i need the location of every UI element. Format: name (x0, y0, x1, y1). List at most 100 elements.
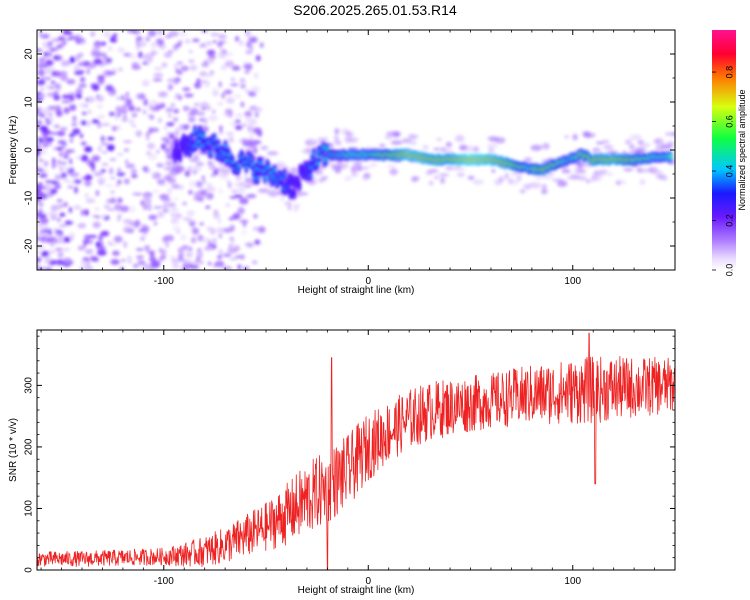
spectrogram-noise-blob (253, 214, 258, 219)
spectrogram-noise-blob (182, 87, 191, 92)
spectrogram-noise-blob (237, 264, 242, 270)
spectrogram-noise-blob (135, 36, 143, 42)
ridge-core-mark (227, 153, 231, 157)
spectrogram-noise-blob (170, 103, 176, 108)
spectrogram-noise-blob (58, 150, 63, 158)
spectrogram-noise-blob (216, 227, 225, 234)
spectrogram-noise-blob (65, 149, 75, 153)
spectrogram-noise-blob (245, 89, 249, 93)
spectrogram-noise-blob (229, 196, 237, 199)
ridge-core-mark (310, 166, 313, 170)
spectrogram-noise-blob (87, 95, 96, 103)
y-tick-label: -10 (24, 190, 35, 205)
spectrogram-noise-blob (142, 109, 147, 115)
spectrogram-noise-blob (126, 30, 137, 34)
spectrogram-noise-blob (77, 62, 85, 66)
spectrogram-noise-blob (123, 140, 132, 143)
spectrogram-halo-blob (208, 166, 216, 170)
y-tick-label: 100 (24, 500, 35, 517)
spectrogram-noise-blob (117, 197, 123, 204)
spectrogram-halo-blob (245, 146, 255, 153)
ridge-core-mark (188, 150, 192, 154)
spectrogram-noise-blob (91, 119, 100, 124)
x-tick-label: 100 (564, 276, 581, 287)
spectrogram-halo-blob (293, 205, 299, 212)
spectrogram-noise-blob (200, 101, 209, 110)
spectrogram-noise-blob (199, 222, 204, 226)
spectrogram-noise-blob (108, 167, 114, 175)
spectrogram-noise-blob (40, 107, 51, 115)
spectrogram-noise-blob (201, 179, 205, 185)
spectrogram-noise-blob (112, 250, 120, 256)
ridge-core-mark (175, 144, 178, 148)
spectrogram-noise-blob (217, 255, 223, 259)
spectrogram-halo-blob (389, 168, 398, 176)
spectrogram-noise-blob (237, 207, 245, 215)
spectrogram-noise-blob (43, 184, 53, 192)
spectrogram-noise-blob (153, 221, 158, 226)
spectrogram-noise-blob (161, 198, 172, 202)
x-tick-label: -100 (154, 276, 174, 287)
spectrogram-noise-blob (222, 266, 232, 270)
spectrogram-halo-blob (335, 140, 342, 146)
spectrogram-noise-blob (158, 117, 162, 124)
spectrogram-noise-blob (80, 156, 89, 162)
spectrogram-halo-blob (638, 142, 651, 148)
spectrogram-noise-blob (37, 251, 43, 254)
spectrogram-noise-blob (38, 203, 44, 207)
spectrogram-noise-blob (173, 108, 180, 114)
spectrogram-halo-blob (652, 170, 664, 175)
spectrogram-noise-blob (135, 93, 144, 100)
spectrogram-noise-blob (55, 45, 59, 52)
spectrogram-x-ticks: -100 0 100 (40, 30, 676, 287)
spectrogram-noise-blob (201, 62, 209, 68)
spectrogram-noise-blob (209, 70, 215, 74)
spectrogram-noise-blob (97, 121, 102, 129)
spectrogram-halo-blob (656, 141, 665, 145)
spectrogram-halo-blob (639, 179, 646, 185)
spectrogram-noise-blob (123, 148, 129, 152)
spectrogram-noise-blob (123, 114, 127, 121)
spectrogram-noise-blob (217, 41, 223, 48)
spectrogram-noise-blob (198, 260, 205, 265)
spectrogram-noise-blob (39, 217, 49, 225)
spectrogram-noise-blob (107, 208, 115, 212)
spectrogram-noise-blob (172, 262, 180, 269)
spectrogram-noise-blob (204, 74, 214, 77)
spectrogram-noise-blob (37, 79, 46, 86)
spectrogram-noise-blob (137, 259, 143, 267)
spectrogram-noise-blob (100, 169, 106, 173)
spectrogram-halo-blob (171, 163, 183, 170)
spectrogram-noise-blob (47, 112, 53, 118)
spectrogram-noise-blob (37, 63, 45, 69)
spectrogram-noise-blob (116, 172, 126, 177)
y-tick-label: 200 (24, 438, 35, 455)
spectrogram-noise-blob (90, 31, 96, 37)
spectrogram-noise-blob (146, 142, 156, 150)
spectrogram-halo-blob (541, 184, 547, 189)
spectrogram-noise-blob (43, 51, 49, 57)
spectrogram-noise-blob (54, 175, 62, 180)
spectrogram-halo-blob (564, 135, 569, 139)
spectrogram-noise-blob (37, 263, 40, 268)
spectrogram-noise-blob (135, 40, 140, 46)
spectrogram-noise-blob (248, 134, 256, 137)
spectrogram-noise-blob (72, 128, 81, 135)
spectrogram-noise-blob (154, 50, 158, 55)
spectrogram-noise-blob (129, 205, 136, 213)
spectrogram-noise-blob (94, 207, 100, 211)
spectrogram-noise-blob (108, 111, 116, 117)
spectrogram-noise-blob (227, 52, 233, 56)
spectrogram-noise-blob (244, 242, 254, 247)
spectrogram-noise-blob (77, 245, 86, 251)
spectrogram-noise-blob (155, 104, 165, 109)
spectrogram-noise-blob (243, 266, 250, 270)
y-tick-label: 10 (24, 96, 35, 108)
spectrogram-noise-blob (123, 218, 132, 225)
spectrogram-noise-blob (39, 31, 43, 36)
spectrogram-noise-blob (106, 144, 115, 152)
spectrogram-noise-blob (157, 179, 166, 185)
spectrogram-noise-blob (153, 206, 163, 209)
spectrogram-noise-blob (37, 266, 42, 270)
spectrogram-noise-blob (135, 107, 142, 112)
